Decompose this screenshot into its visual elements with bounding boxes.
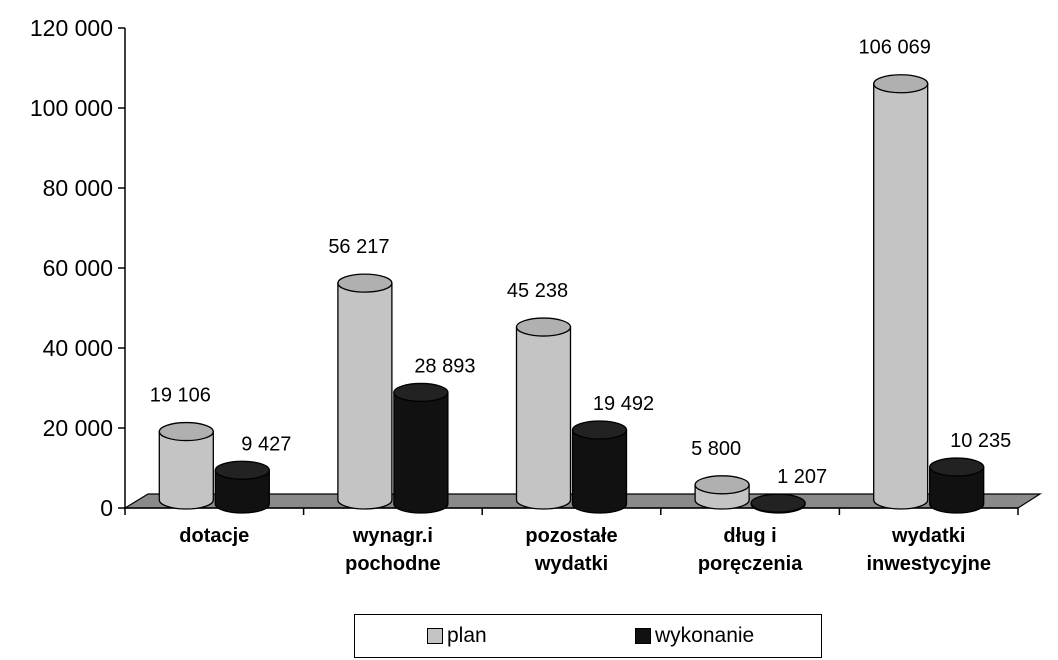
x-category-label-line: wynagr.i [352, 525, 433, 547]
bar-wykonanie [393, 391, 449, 514]
legend-label-wykonanie: wykonanie [655, 624, 755, 647]
x-category-label-line: pochodne [345, 553, 441, 575]
bar-cap-plan [873, 74, 929, 94]
bar-plan [515, 326, 572, 510]
x-category-label: wynagr.i pochodne [345, 525, 441, 575]
bar-cap-plan [337, 273, 393, 293]
y-tick-label: 80 000 [43, 175, 113, 201]
data-label-wykonanie: 19 492 [593, 393, 654, 415]
data-label-wykonanie: 9 427 [241, 433, 291, 455]
data-label-wykonanie: 10 235 [950, 430, 1011, 452]
bar-plan [337, 282, 393, 510]
x-category-label-line: wydatki [534, 553, 608, 575]
y-tick-label: 40 000 [43, 335, 113, 361]
x-category-label-line: inwestycyjne [866, 553, 991, 575]
y-tick-label: 20 000 [43, 415, 113, 441]
bar-cap-wykonanie [929, 457, 985, 477]
legend-swatch-plan [427, 628, 443, 644]
x-category-label: dotacje [179, 525, 249, 547]
legend-item-wykonanie: wykonanie [635, 624, 754, 648]
data-label-plan: 56 217 [328, 236, 389, 258]
bar-wykonanie [929, 466, 985, 514]
legend-swatch-wykonanie [635, 628, 651, 644]
data-label-wykonanie: 1 207 [777, 466, 827, 488]
x-category-label-line: dotacje [179, 525, 249, 547]
y-tick-label: 120 000 [30, 15, 113, 41]
bar-cap-wykonanie [393, 382, 449, 403]
legend-item-plan: plan [427, 624, 487, 648]
data-label-plan: 5 800 [691, 438, 741, 460]
x-category-label-line: pozostałe [525, 525, 617, 547]
bar-cap-plan [158, 421, 214, 442]
data-label-wykonanie: 28 893 [414, 355, 475, 377]
data-label-plan: 106 069 [859, 37, 931, 59]
x-category-label: wydatki inwestycyjne [866, 525, 991, 575]
x-category-label: pozostałe wydatki [525, 525, 617, 575]
bar-wykonanie [214, 469, 270, 514]
bar-chart-svg: 0 20 000 40 000 60 000 80 000 100 000 120 000 1… [30, 15, 1043, 575]
y-tick-label: 100 000 [30, 95, 113, 121]
bar-cap-wykonanie [214, 460, 270, 480]
x-category-label-line: dług i [723, 525, 776, 547]
bar-cap-plan [515, 317, 572, 337]
legend: plan wykonanie [354, 614, 822, 658]
bar-wykonanie [571, 429, 628, 514]
bar-plan [158, 430, 214, 510]
x-category-label-line: wydatki [891, 525, 965, 547]
x-category-label-line: poręczenia [698, 553, 803, 575]
y-tick-label: 0 [100, 495, 113, 521]
data-label-plan: 19 106 [150, 385, 211, 407]
y-tick-label: 60 000 [43, 255, 113, 281]
bar-cap-wykonanie [571, 420, 628, 440]
x-category-label: dług i poręczenia [698, 525, 803, 575]
data-label-plan: 45 238 [507, 280, 568, 302]
bar-plan [873, 83, 929, 510]
bar-cap-wykonanie [750, 493, 806, 513]
bar-cap-plan [694, 475, 750, 495]
legend-label-plan: plan [447, 624, 487, 647]
